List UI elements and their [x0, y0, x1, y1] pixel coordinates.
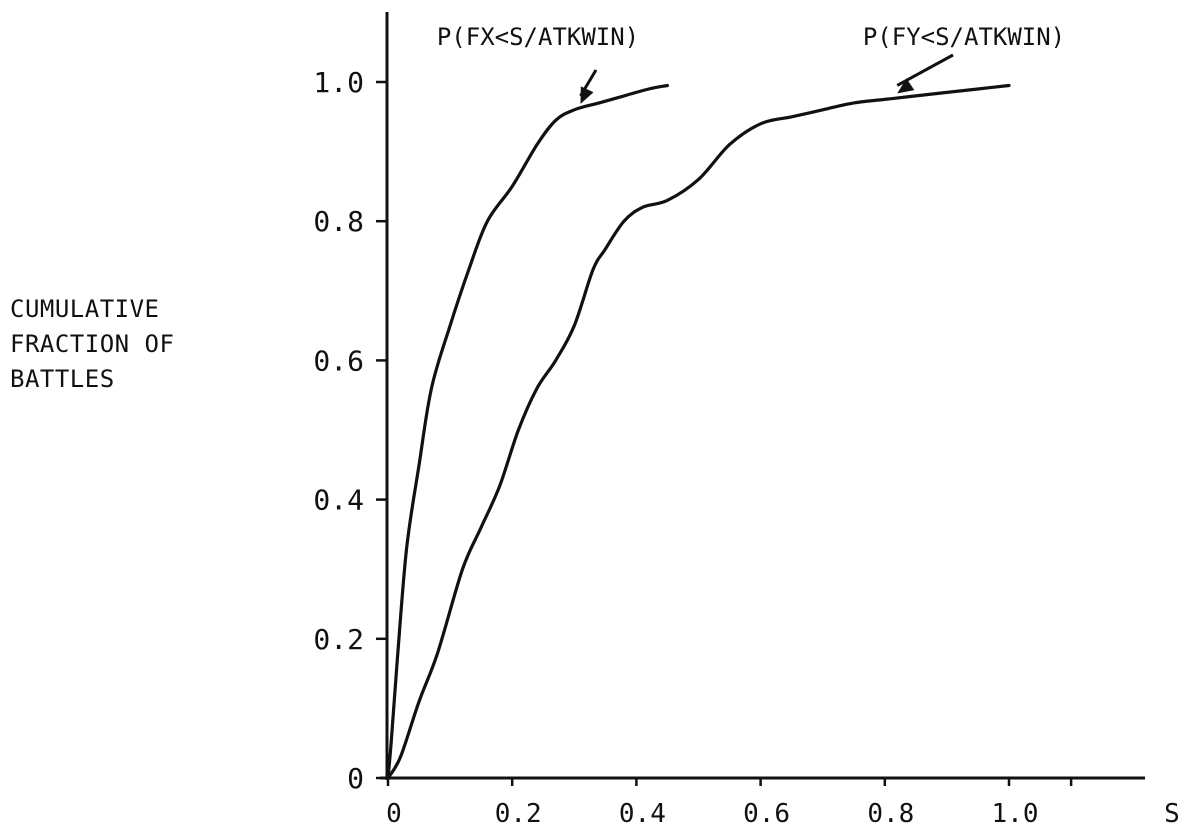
axes: [380, 12, 1145, 780]
x-tick-label: 0.6: [743, 799, 790, 829]
x-tick-label: 0.8: [867, 799, 914, 829]
y-axis-label-line-2: FRACTION OF: [10, 329, 175, 358]
y-axis-label-line-1: CUMULATIVE: [10, 295, 160, 323]
x-tick-label: 1.0: [992, 799, 1039, 829]
y-tick-label: 0.8: [313, 205, 364, 238]
y-ticks: 0 0.2 0.4 0.6 0.8 1.0: [313, 66, 387, 795]
annotation-arrowhead-fy: [897, 78, 915, 94]
y-tick-label: 0: [347, 762, 364, 795]
annotations: P(FX<S/ATKWIN) P(FY<S/ATKWIN): [437, 23, 1065, 104]
y-tick-label: 1.0: [313, 66, 364, 99]
y-tick-label: 0.2: [313, 623, 364, 656]
x-tick-label: 0.4: [619, 799, 666, 829]
y-tick-label: 0.6: [313, 344, 364, 377]
series-lines: [386, 83, 1011, 780]
x-tick-label: 0: [386, 799, 402, 829]
series-line-fy: [386, 83, 1011, 780]
x-tick-label: 0.2: [495, 799, 542, 829]
annotation-arrowhead-fx: [580, 86, 594, 104]
series-line-fx: [386, 83, 670, 780]
annotation-label-fy: P(FY<S/ATKWIN): [863, 23, 1065, 51]
y-tick-label: 0.4: [313, 484, 364, 517]
y-axis-label-line-3: BATTLES: [10, 364, 115, 393]
y-axis-label: CUMULATIVE FRACTION OF BATTLES: [10, 292, 174, 396]
x-ticks: 0 0.2 0.4 0.6 0.8 1.0: [386, 778, 1073, 829]
x-axis-label: S: [1164, 799, 1180, 829]
annotation-label-fx: P(FX<S/ATKWIN): [437, 23, 639, 51]
